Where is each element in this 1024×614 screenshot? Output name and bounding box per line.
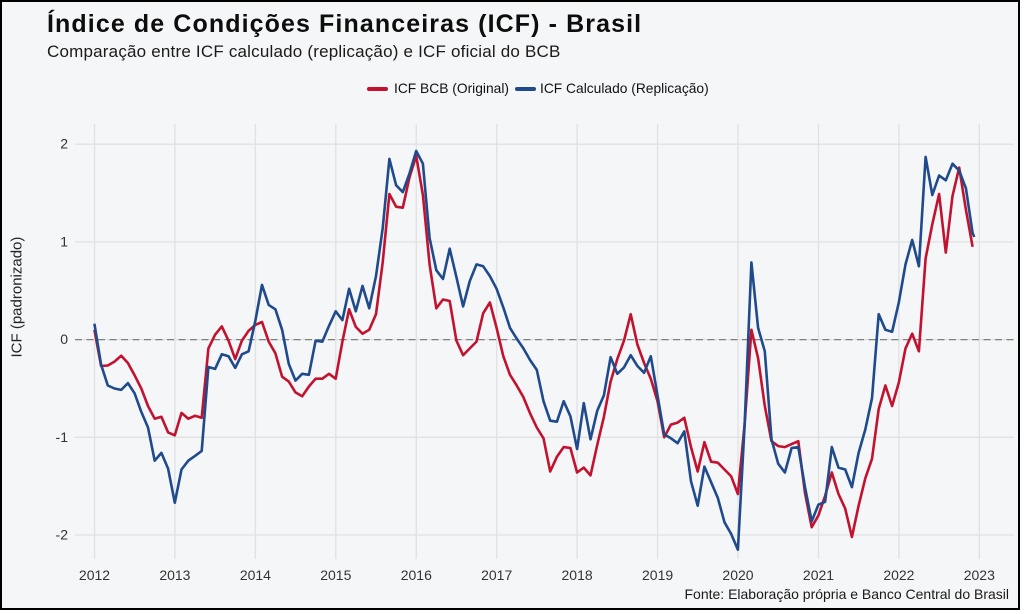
svg-text:2014: 2014 bbox=[240, 567, 271, 583]
svg-text:2020: 2020 bbox=[722, 567, 753, 583]
svg-text:2016: 2016 bbox=[401, 567, 432, 583]
svg-text:2013: 2013 bbox=[159, 567, 190, 583]
svg-text:1: 1 bbox=[60, 233, 68, 249]
svg-text:-2: -2 bbox=[56, 527, 69, 543]
svg-text:2012: 2012 bbox=[79, 567, 110, 583]
svg-text:2022: 2022 bbox=[883, 567, 914, 583]
svg-text:0: 0 bbox=[60, 331, 68, 347]
svg-text:2017: 2017 bbox=[481, 567, 512, 583]
svg-text:2021: 2021 bbox=[803, 567, 834, 583]
svg-text:2018: 2018 bbox=[562, 567, 593, 583]
svg-text:2023: 2023 bbox=[964, 567, 995, 583]
svg-text:2019: 2019 bbox=[642, 567, 673, 583]
svg-text:2015: 2015 bbox=[320, 567, 351, 583]
svg-text:-1: -1 bbox=[56, 429, 69, 445]
svg-text:2: 2 bbox=[60, 136, 68, 152]
